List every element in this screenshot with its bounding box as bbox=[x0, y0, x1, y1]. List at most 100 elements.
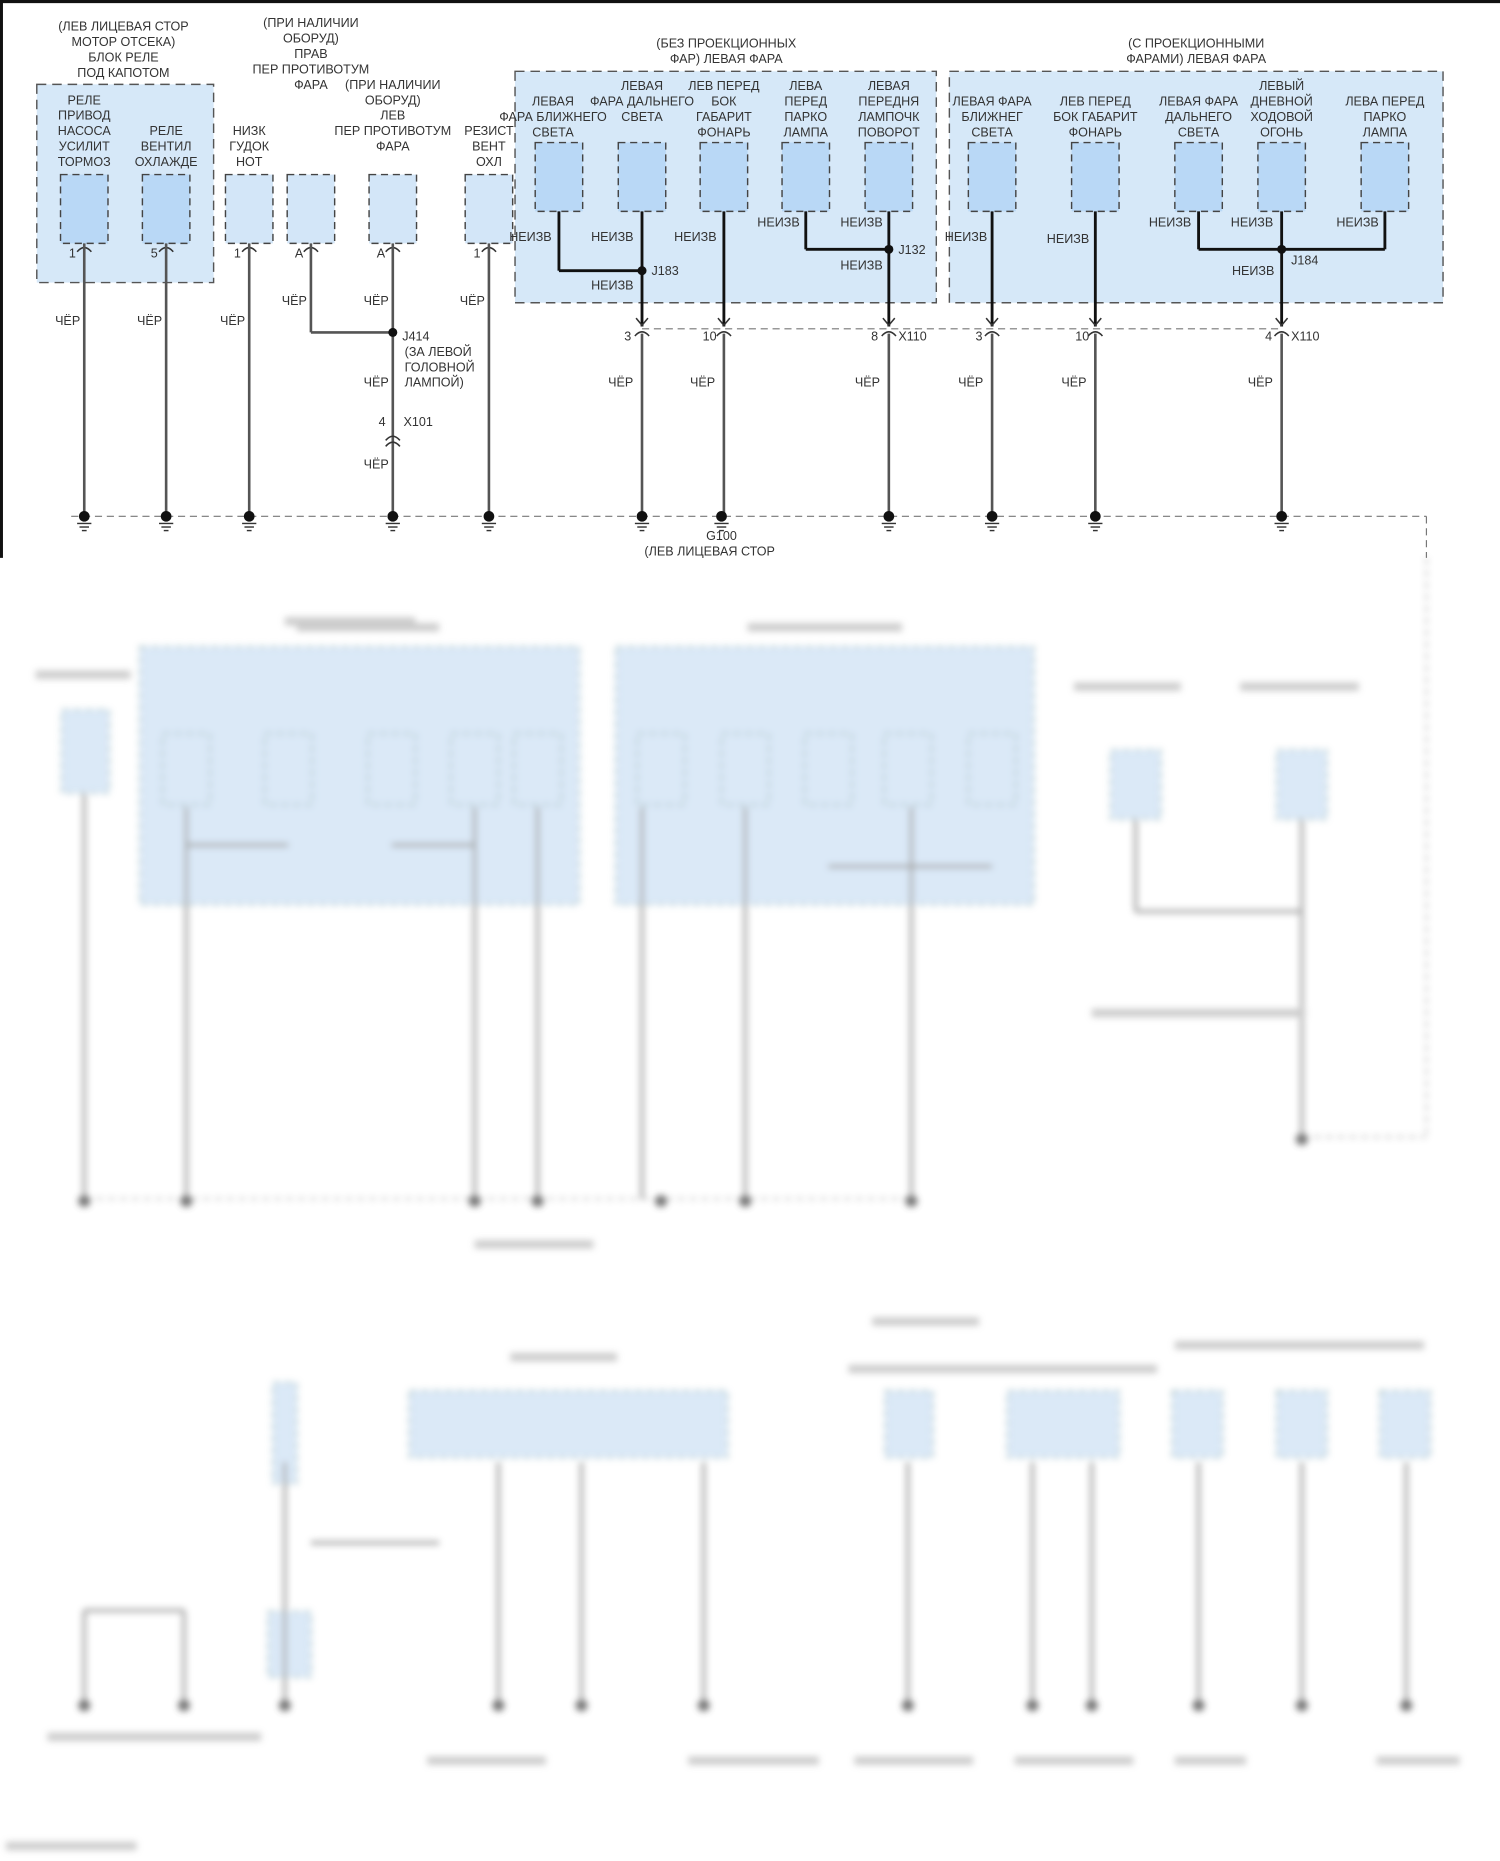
component-label: БОК ГАБАРИТ bbox=[1053, 110, 1138, 124]
splice-label: J183 bbox=[652, 264, 679, 278]
component-label: ОБОРУД) bbox=[283, 32, 339, 46]
splice-label: J414 bbox=[402, 329, 429, 343]
component-label: ДНЕВНОЙ bbox=[1251, 94, 1313, 109]
pin-connector-icon bbox=[634, 331, 650, 337]
blurred-ground bbox=[739, 1195, 752, 1208]
component-label: БОК bbox=[711, 95, 737, 109]
blurred-component bbox=[636, 732, 686, 806]
headlamp-component[interactable] bbox=[617, 141, 667, 213]
component-label: ФОНАРЬ bbox=[697, 125, 750, 139]
component[interactable] bbox=[286, 173, 336, 245]
blurred-label bbox=[296, 623, 440, 632]
connector-label: X101 bbox=[403, 415, 432, 429]
component-label: ЛЕВ ПЕРЕД bbox=[688, 79, 760, 93]
wire-color-label: ЧЁР bbox=[1248, 376, 1273, 390]
wire-color-label: НЕИЗВ bbox=[840, 258, 882, 272]
headlamp-component[interactable] bbox=[534, 141, 584, 213]
blurred-label bbox=[284, 617, 416, 626]
relay-component[interactable] bbox=[141, 173, 191, 245]
blurred-ground bbox=[468, 1195, 481, 1208]
component-label: ПЕР ПРОТИВОТУМ bbox=[253, 62, 370, 76]
headlamp-component[interactable] bbox=[699, 141, 749, 213]
blurred-component bbox=[1276, 749, 1328, 820]
headlamp-component[interactable] bbox=[1257, 141, 1307, 213]
splice-j414 bbox=[388, 327, 398, 337]
component-label: ЛЕВ ПЕРЕД bbox=[1060, 95, 1132, 109]
wire-color-label: НЕИЗВ bbox=[840, 216, 882, 230]
component-label: ФАРА ДАЛЬНЕГО bbox=[590, 95, 694, 109]
component-label: ГУДОК bbox=[229, 140, 269, 154]
component-label: СВЕТА bbox=[971, 125, 1013, 139]
ground-icon bbox=[387, 510, 399, 522]
blurred-label bbox=[1073, 682, 1181, 691]
ground-icon bbox=[483, 510, 495, 522]
group-title: ФАР) ЛЕВАЯ ФАРА bbox=[670, 52, 783, 66]
headlamp-component[interactable] bbox=[781, 141, 831, 213]
component-label: НОТ bbox=[236, 155, 263, 169]
relay-block-title: (ЛЕВ ЛИЦЕВАЯ СТОР bbox=[58, 20, 188, 34]
relay-label: НАСОСА bbox=[58, 124, 112, 138]
blurred-label bbox=[1376, 1756, 1460, 1765]
component-label: ХОДОВОЙ bbox=[1250, 109, 1313, 124]
blurred-label bbox=[35, 670, 131, 679]
pin-number: 10 bbox=[1075, 329, 1089, 343]
wire-color-label: НЕИЗВ bbox=[1047, 232, 1089, 246]
blurred-ground bbox=[78, 1195, 91, 1208]
component-label: СВЕТА bbox=[532, 125, 574, 139]
ground-icon bbox=[636, 510, 648, 522]
headlamp-component[interactable] bbox=[1174, 141, 1224, 213]
component-label: ЛАМПА bbox=[1363, 125, 1408, 139]
blurred-ground bbox=[531, 1195, 544, 1208]
pin-arrow-icon bbox=[1088, 317, 1102, 327]
headlamp-component[interactable] bbox=[967, 141, 1017, 213]
wire-color-label: НЕИЗВ bbox=[1336, 216, 1378, 230]
blurred-component bbox=[161, 732, 211, 806]
headlamp-component[interactable] bbox=[1360, 141, 1410, 213]
ground-icon bbox=[883, 510, 895, 522]
pin-number: 5 bbox=[151, 246, 158, 260]
blurred-lower-section bbox=[5, 557, 1460, 1851]
blurred-ground bbox=[1085, 1699, 1098, 1712]
wire-color-label: ЧЁР bbox=[958, 376, 983, 390]
blurred-ground bbox=[655, 1195, 667, 1208]
component[interactable] bbox=[368, 173, 418, 245]
splice-j184 bbox=[1277, 244, 1287, 254]
component-label: ЛЕВАЯ bbox=[532, 95, 574, 109]
blurred-component bbox=[720, 732, 770, 806]
blurred-label bbox=[1014, 1756, 1134, 1765]
ground-icon bbox=[1089, 510, 1101, 522]
ground-icon bbox=[160, 510, 172, 522]
blurred-component bbox=[1006, 1390, 1120, 1459]
ground-icon bbox=[1276, 510, 1287, 522]
pin-number: 8 bbox=[871, 329, 878, 343]
component[interactable] bbox=[224, 173, 274, 245]
component[interactable] bbox=[464, 173, 514, 245]
wire-color-label: ЧЁР bbox=[282, 294, 307, 308]
blurred-ground bbox=[1026, 1699, 1039, 1712]
pin-arrow-icon bbox=[1275, 317, 1289, 327]
blurred-label bbox=[1091, 1008, 1306, 1018]
headlamp-component[interactable] bbox=[864, 141, 914, 213]
splice-j183 bbox=[637, 266, 647, 276]
wire-color-label: ЧЁР bbox=[364, 458, 389, 472]
component-label: ЛЕВАЯ ФАРА bbox=[953, 95, 1033, 109]
relay-component[interactable] bbox=[59, 173, 109, 245]
blurred-label bbox=[747, 623, 902, 632]
blurred-component bbox=[883, 732, 933, 806]
pin-number: 4 bbox=[379, 415, 386, 429]
blurred-label bbox=[848, 1364, 1158, 1374]
component-label: ЛЕВАЯ bbox=[868, 79, 910, 93]
component-label: ФАРА bbox=[294, 78, 328, 92]
headlamp-component[interactable] bbox=[1070, 141, 1120, 213]
pin-number: 3 bbox=[976, 329, 983, 343]
component-label: ФАРА bbox=[376, 140, 410, 154]
component-label: ОБОРУД) bbox=[365, 93, 421, 107]
relay-label: УСИЛИТ bbox=[59, 140, 110, 154]
blurred-ground bbox=[901, 1699, 914, 1712]
ground-icon bbox=[986, 510, 998, 522]
component-label: ФАРА БЛИЖНЕГО bbox=[499, 110, 607, 124]
wire-color-label: ЧЁР bbox=[137, 314, 162, 328]
component-label: ПАРКО bbox=[784, 110, 827, 124]
component-label: ПЕРЕД bbox=[784, 95, 827, 109]
wire-color-label: ЧЁР bbox=[55, 314, 80, 328]
